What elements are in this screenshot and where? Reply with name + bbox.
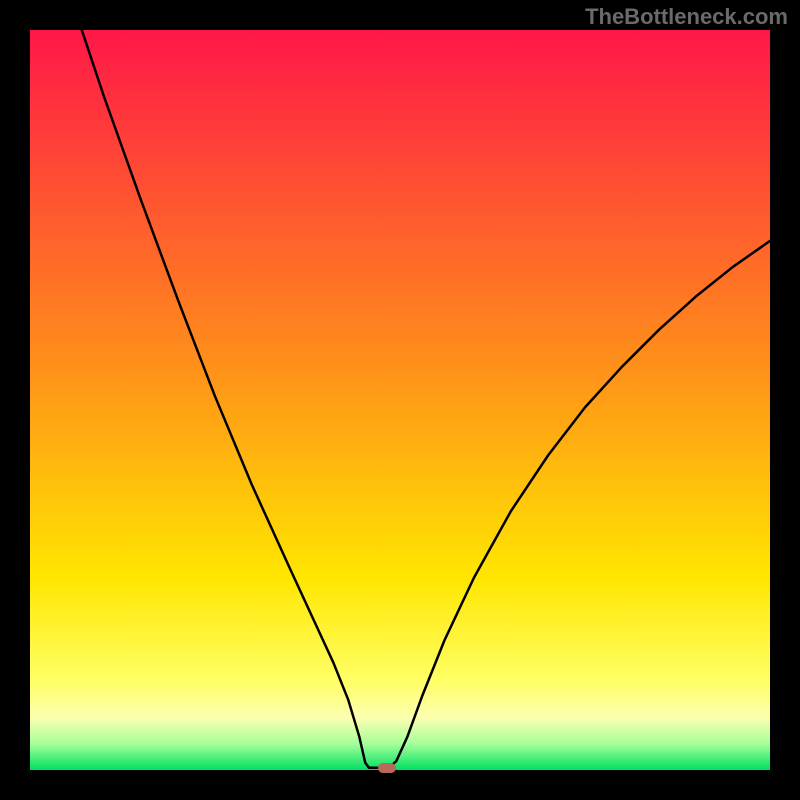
chart-container: TheBottleneck.com <box>0 0 800 800</box>
curve-path <box>82 30 770 768</box>
plot-area <box>30 30 770 770</box>
bottleneck-curve <box>30 30 770 770</box>
watermark-text: TheBottleneck.com <box>585 4 788 30</box>
optimum-marker <box>378 763 396 773</box>
